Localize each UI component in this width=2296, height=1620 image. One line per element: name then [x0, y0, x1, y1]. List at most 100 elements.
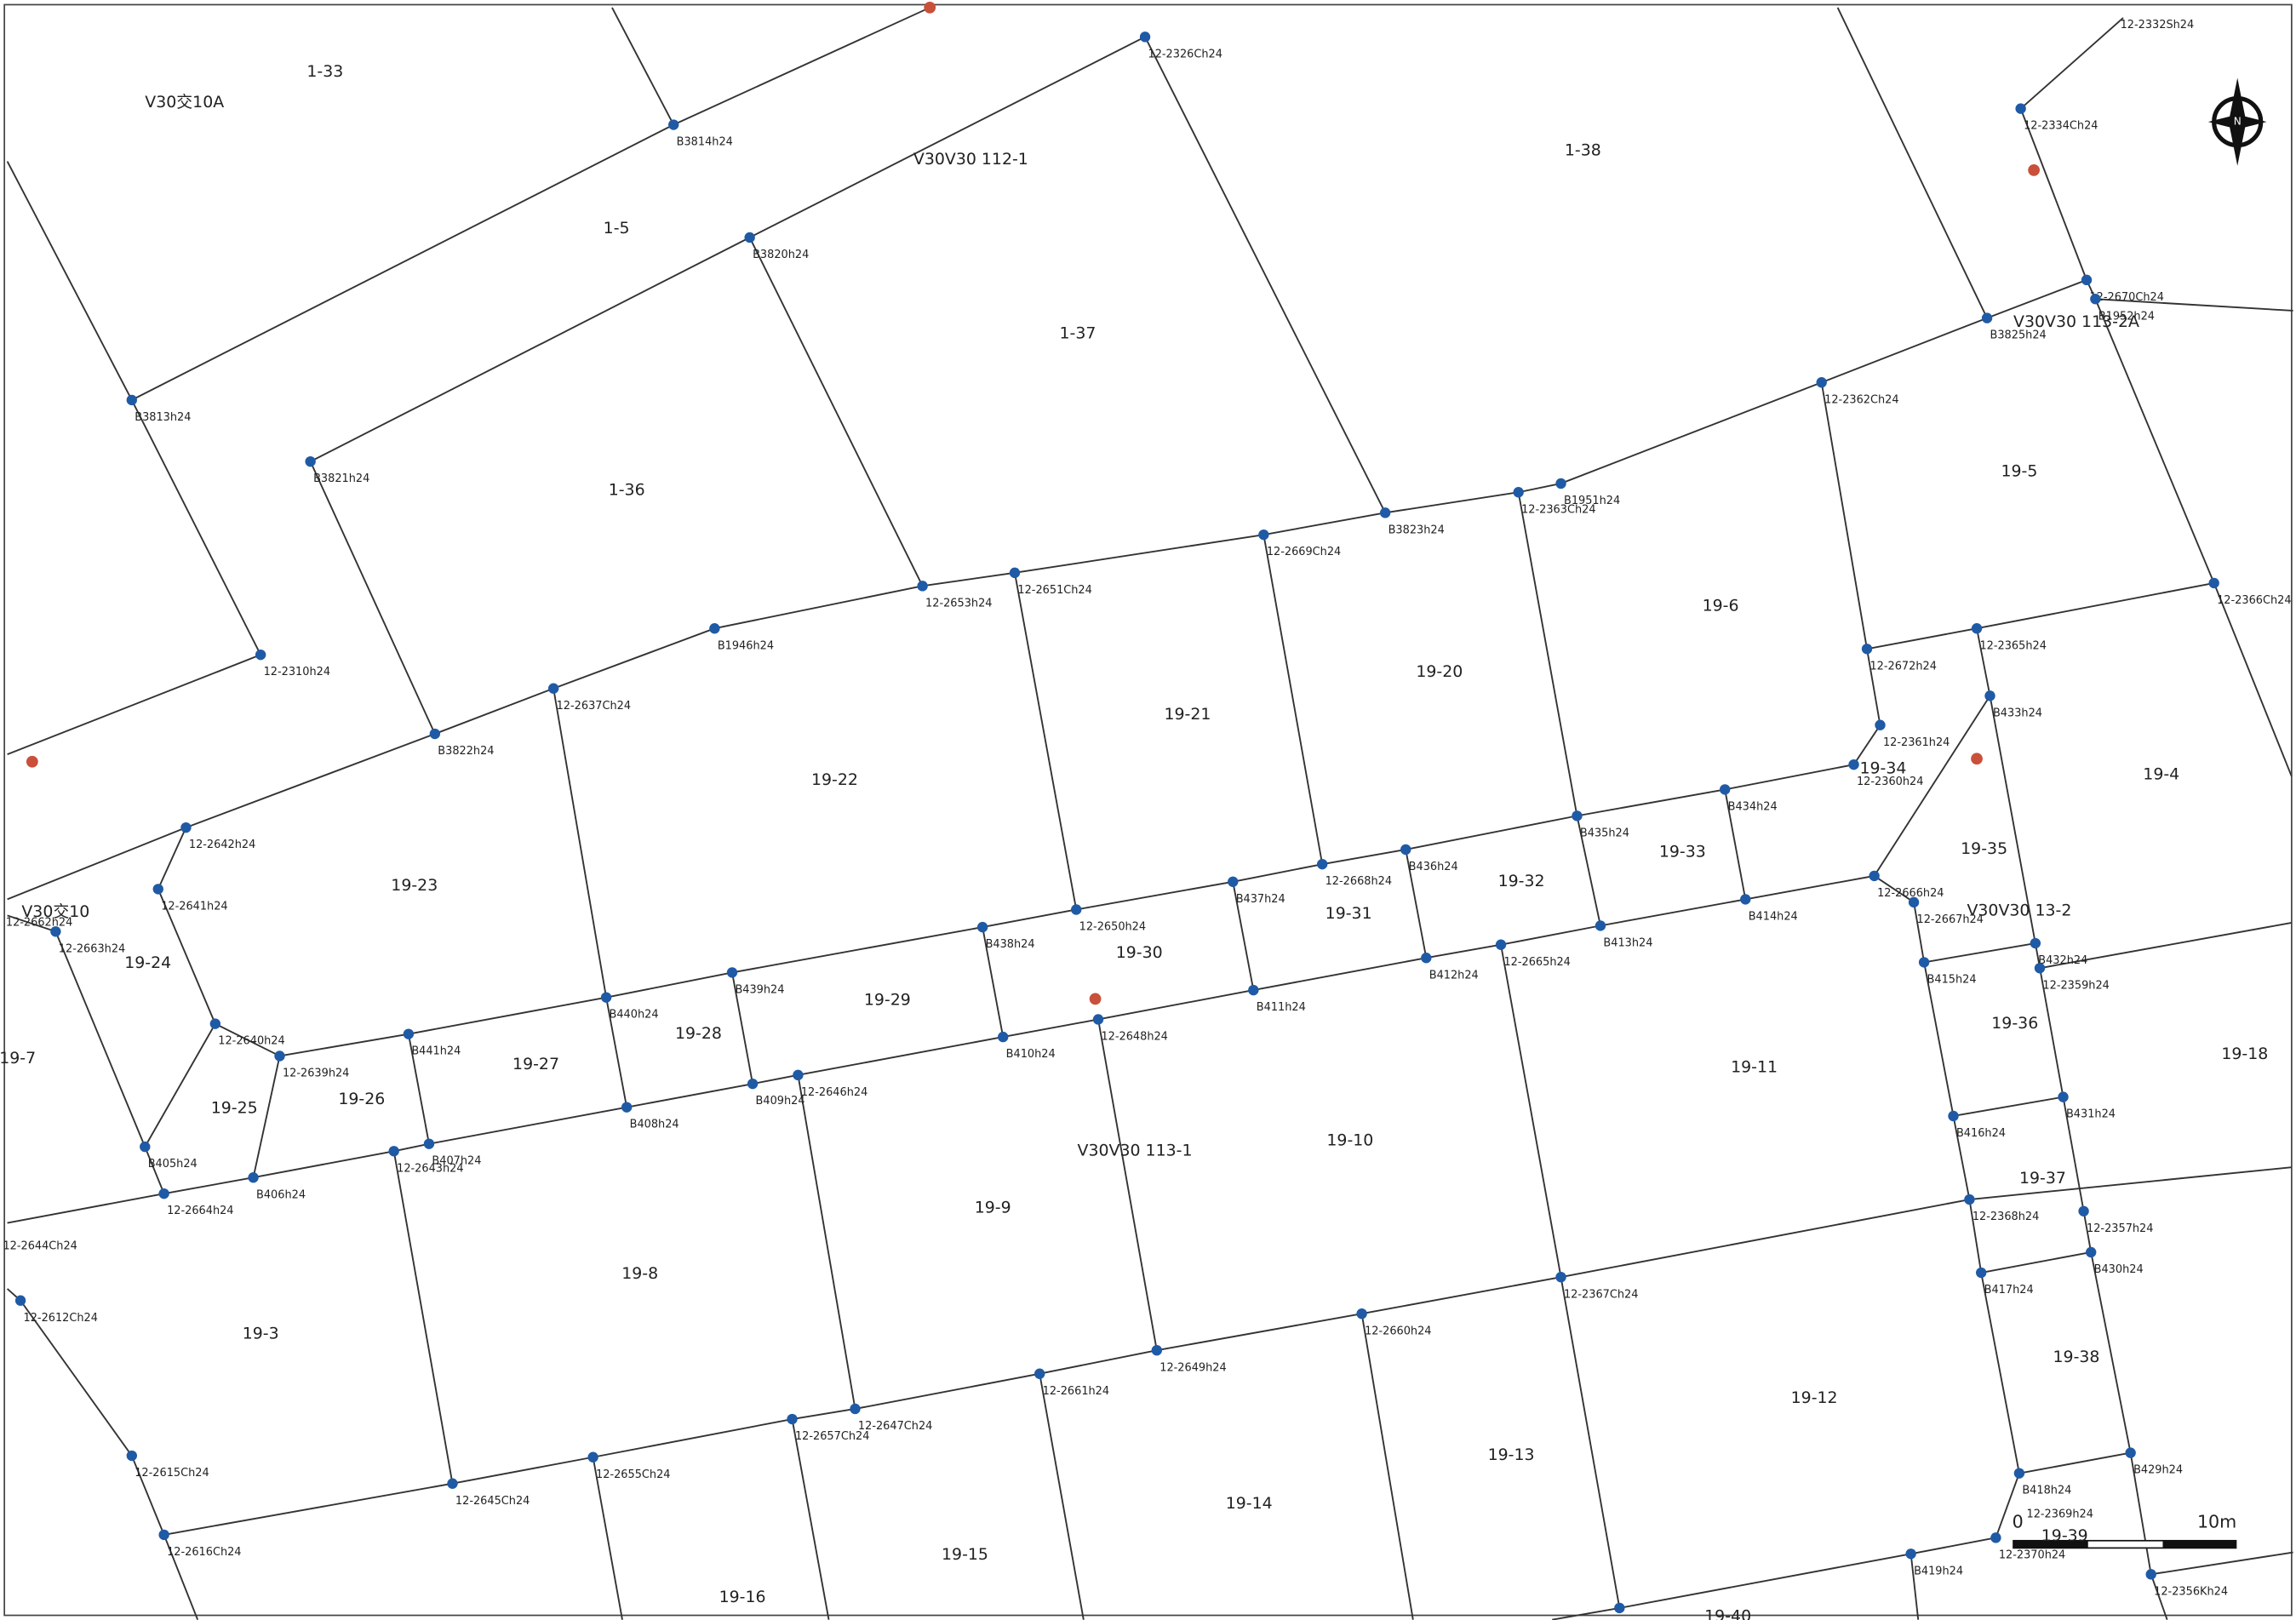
survey-point	[1009, 567, 1021, 579]
survey-point	[1719, 784, 1731, 795]
survey-point	[1071, 904, 1082, 915]
point-label: B430h24	[2094, 1263, 2144, 1276]
parcel-label: 19-14	[1226, 1494, 1273, 1513]
north-arrow: N	[2207, 77, 2267, 166]
point-label: 12-2637Ch24	[557, 700, 631, 713]
survey-point	[547, 683, 559, 694]
parcel-label: 19-28	[675, 1024, 722, 1043]
survey-point	[1905, 1548, 1916, 1560]
point-label: B429h24	[2133, 1464, 2183, 1477]
survey-point	[447, 1478, 458, 1489]
parcel-label: 19-40	[1704, 1606, 1751, 1620]
survey-point	[1918, 957, 1930, 968]
survey-point	[1740, 894, 1751, 905]
scale-bar: 0 10m	[2013, 1511, 2237, 1549]
survey-point	[744, 232, 755, 243]
parcel-label: 19-35	[1961, 839, 2007, 858]
survey-point	[248, 1172, 259, 1183]
point-label: 12-2664h24	[167, 1205, 233, 1217]
survey-point	[2030, 937, 2041, 949]
survey-point	[747, 1078, 759, 1090]
survey-point	[998, 1031, 1009, 1043]
parcel-label: 19-29	[864, 990, 911, 1009]
parcel-label: V30V30 113-2A	[2013, 312, 2139, 331]
point-label: B3822h24	[438, 745, 494, 758]
point-label: 12-2672h24	[1869, 660, 1936, 673]
survey-point	[50, 926, 61, 937]
survey-point	[1513, 487, 1524, 498]
survey-point	[2058, 1091, 2069, 1102]
point-label: 12-2647Ch24	[858, 1420, 932, 1433]
frame	[3, 3, 2293, 1617]
point-label: 12-2660h24	[1365, 1325, 1431, 1337]
point-label: 12-2616Ch24	[167, 1546, 241, 1559]
point-label: B441h24	[411, 1045, 461, 1058]
survey-point	[423, 1138, 435, 1149]
point-label: B416h24	[1956, 1127, 2006, 1140]
reference-marks	[26, 2, 2040, 1005]
point-label: B3820h24	[753, 249, 809, 261]
point-label: B409h24	[756, 1095, 805, 1108]
survey-point	[305, 455, 316, 467]
point-label: 12-2669Ch24	[1267, 546, 1341, 558]
point-label: 12-2612Ch24	[24, 1312, 98, 1325]
point-label: 12-2639h24	[283, 1068, 349, 1080]
point-label: 12-2326Ch24	[1148, 48, 1222, 60]
survey-point	[140, 1141, 151, 1153]
survey-point	[1595, 920, 1606, 931]
survey-point	[255, 649, 266, 661]
survey-point	[709, 623, 720, 634]
survey-point	[1034, 1368, 1045, 1379]
point-label: 12-2668h24	[1325, 875, 1392, 888]
point-label: B3825h24	[1990, 329, 2047, 342]
survey-point	[1555, 1271, 1566, 1283]
survey-point	[1981, 312, 1993, 323]
survey-point	[403, 1028, 415, 1039]
point-label: 12-2360h24	[1857, 776, 1923, 788]
parcel-label: 19-30	[1116, 943, 1163, 962]
parcel-label: 19-23	[391, 876, 438, 895]
point-label: 12-2655Ch24	[596, 1468, 670, 1481]
parcel-label: 19-5	[2001, 461, 2037, 480]
parcel-label: 19-36	[1991, 1014, 2038, 1033]
survey-point	[158, 1188, 169, 1199]
survey-point	[1908, 896, 1920, 908]
survey-point	[787, 1413, 798, 1425]
point-label: 12-2657Ch24	[795, 1430, 869, 1443]
point-label: B3821h24	[313, 472, 369, 485]
parcel-label: 1-38	[1565, 141, 1601, 160]
parcel-label: 19-33	[1659, 843, 1706, 862]
survey-point	[2078, 1205, 2089, 1216]
point-label: B3814h24	[677, 136, 733, 149]
point-label: 12-2648h24	[1101, 1031, 1167, 1044]
survey-point	[976, 921, 988, 933]
point-label: B432h24	[2038, 954, 2087, 967]
survey-point	[1572, 810, 1583, 821]
survey-point	[917, 581, 928, 592]
point-label: 12-2661h24	[1043, 1385, 1109, 1398]
survey-point	[2015, 103, 2026, 114]
parcel-label: 1-33	[306, 62, 343, 81]
parcel-label: 1-36	[609, 481, 645, 500]
survey-point	[2086, 1246, 2097, 1258]
parcel-label: 1-37	[1059, 324, 1096, 343]
point-label: 12-2651Ch24	[1017, 584, 1091, 597]
survey-point	[1356, 1308, 1367, 1319]
survey-point	[2081, 274, 2093, 286]
survey-point	[1139, 31, 1151, 43]
parcel-label: 19-7	[0, 1049, 36, 1068]
survey-point	[726, 967, 738, 978]
parcel-label: 19-39	[2041, 1526, 2088, 1545]
point-label: 12-2363Ch24	[1521, 503, 1595, 516]
survey-point	[1258, 529, 1269, 541]
point-label: B414h24	[1749, 911, 1798, 924]
parcel-label: 19-20	[1416, 662, 1463, 681]
point-label: B407h24	[432, 1155, 481, 1168]
parcel-label: 19-18	[2221, 1045, 2268, 1063]
parcel-label: 19-9	[975, 1199, 1011, 1217]
survey-point	[1248, 984, 1259, 996]
point-label: 12-2667h24	[1917, 913, 1984, 926]
parcel-label: 19-3	[243, 1324, 279, 1342]
point-label: 12-2642h24	[189, 839, 255, 851]
